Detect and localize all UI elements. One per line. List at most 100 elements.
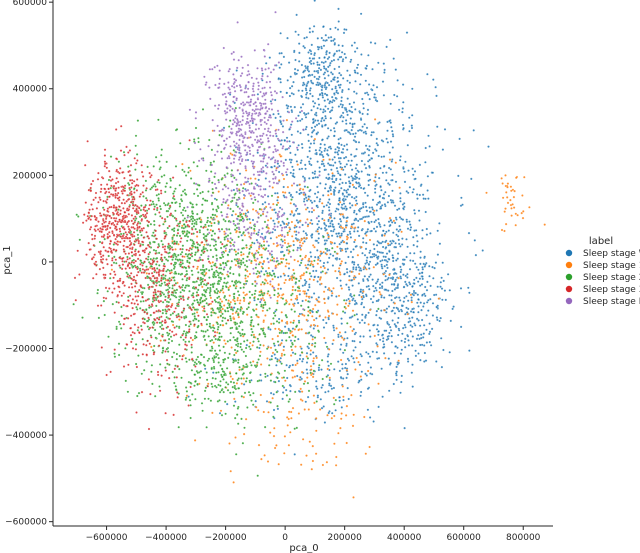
scatter-point (239, 342, 242, 346)
scatter-point (282, 293, 285, 296)
scatter-point (274, 314, 277, 317)
scatter-point (318, 254, 322, 257)
scatter-point (343, 311, 347, 314)
scatter-point (203, 367, 207, 370)
scatter-point (308, 331, 311, 334)
scatter-point (384, 356, 387, 360)
scatter-point (209, 283, 212, 287)
scatter-point (388, 258, 391, 261)
scatter-point (316, 222, 319, 226)
scatter-point (183, 170, 186, 173)
scatter-point (402, 126, 405, 130)
scatter-point (271, 269, 274, 273)
scatter-point (167, 255, 171, 258)
scatter-point (303, 197, 306, 201)
scatter-point (283, 435, 287, 438)
scatter-point (299, 191, 303, 194)
scatter-point (146, 224, 149, 227)
scatter-point (190, 218, 193, 221)
scatter-point (250, 319, 253, 322)
scatter-point (399, 391, 402, 394)
scatter-point (139, 300, 143, 303)
scatter-point (121, 263, 125, 266)
scatter-point (366, 387, 370, 390)
scatter-point (131, 200, 135, 203)
scatter-point (259, 214, 263, 217)
scatter-point (241, 186, 245, 190)
scatter-point (443, 289, 447, 292)
scatter-point (353, 340, 356, 343)
scatter-point (287, 242, 290, 245)
scatter-point (307, 97, 310, 100)
scatter-point (318, 166, 321, 169)
scatter-point (323, 221, 326, 225)
scatter-point (315, 385, 318, 388)
scatter-point (188, 358, 191, 361)
scatter-point (217, 344, 221, 347)
scatter-point (403, 170, 406, 173)
scatter-point (251, 282, 254, 286)
scatter-point (233, 176, 236, 180)
scatter-point (254, 177, 257, 180)
scatter-point (185, 269, 188, 273)
scatter-point (279, 224, 282, 227)
scatter-point (228, 315, 232, 318)
scatter-point (329, 163, 333, 167)
scatter-point (355, 147, 358, 151)
scatter-point (325, 375, 328, 378)
scatter-point (327, 201, 330, 204)
scatter-point (269, 100, 273, 103)
scatter-point (351, 284, 354, 287)
scatter-point (400, 304, 404, 308)
scatter-point (322, 318, 325, 322)
scatter-point (351, 309, 355, 312)
scatter-point (303, 279, 307, 282)
scatter-point (309, 353, 312, 356)
scatter-point (216, 301, 220, 304)
scatter-point (236, 205, 240, 208)
scatter-point (241, 442, 245, 445)
scatter-point (419, 343, 422, 347)
scatter-point (298, 390, 302, 393)
scatter-point (362, 216, 365, 219)
scatter-point (292, 249, 295, 252)
scatter-point (402, 326, 405, 330)
scatter-point (340, 143, 343, 147)
scatter-point (334, 26, 337, 29)
scatter-point (311, 131, 314, 134)
scatter-point (337, 333, 340, 336)
scatter-point (431, 171, 434, 174)
scatter-point (379, 293, 382, 296)
scatter-point (200, 329, 203, 333)
scatter-point (382, 62, 385, 65)
scatter-point (302, 272, 306, 275)
scatter-point (97, 316, 101, 320)
scatter-point (336, 28, 340, 31)
scatter-point (381, 395, 384, 398)
scatter-point (323, 226, 327, 230)
scatter-point (264, 314, 267, 317)
scatter-point (248, 371, 252, 375)
scatter-point (230, 346, 233, 349)
scatter-point (359, 353, 362, 356)
scatter-point (237, 387, 241, 390)
scatter-point (182, 223, 186, 226)
scatter-point (416, 197, 419, 200)
scatter-point (145, 265, 148, 268)
scatter-point (331, 72, 334, 76)
scatter-point (133, 249, 137, 253)
scatter-point (367, 153, 370, 157)
scatter-point (126, 273, 130, 276)
scatter-point (274, 98, 277, 102)
scatter-point (205, 371, 208, 374)
scatter-point (108, 277, 112, 280)
scatter-point (410, 126, 414, 130)
scatter-point (337, 65, 341, 69)
scatter-point (340, 186, 343, 190)
scatter-point (285, 394, 289, 397)
scatter-point (319, 250, 322, 253)
scatter-point (307, 51, 310, 54)
scatter-point (284, 313, 288, 317)
scatter-point (291, 334, 294, 337)
scatter-point (373, 334, 376, 338)
